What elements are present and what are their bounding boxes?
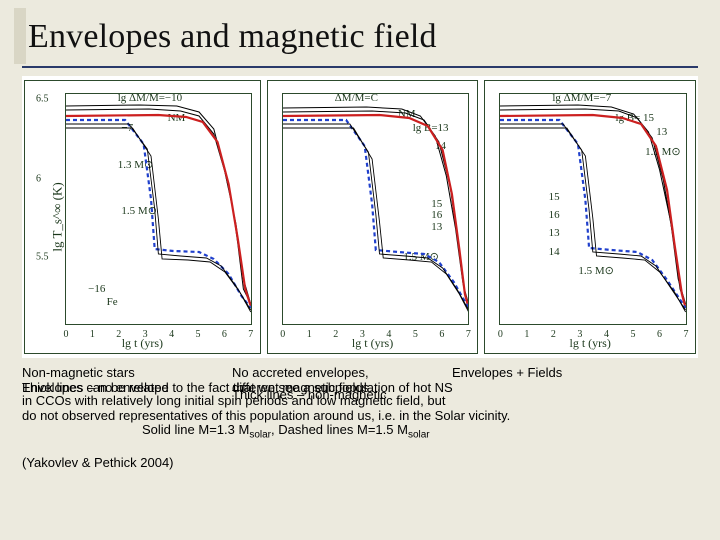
cap-col2-l1: No accreted envelopes, xyxy=(232,366,438,381)
cap-col3-l1: Envelopes + Fields xyxy=(452,366,562,381)
cooling-curve xyxy=(500,109,686,306)
y-tick: 5.5 xyxy=(36,252,49,263)
x-tick: 2 xyxy=(551,329,556,340)
x-tick: 4 xyxy=(169,329,174,340)
cooling-curve xyxy=(66,105,251,304)
cooling-curve xyxy=(283,107,469,304)
x-tick: 2 xyxy=(116,329,121,340)
cap-last: Solid line M=1.3 Msolar, Dashed lines M=… xyxy=(142,423,698,441)
x-tick: 3 xyxy=(143,329,148,340)
x-tick: 3 xyxy=(577,329,582,340)
plot-area: 01234567lg ΔM/M=−7lg B= 15131.3 M⊙151613… xyxy=(499,93,687,325)
title-bar: Envelopes and magnetic field xyxy=(22,12,698,68)
page-title: Envelopes and magnetic field xyxy=(28,18,698,56)
x-tick: 5 xyxy=(630,329,635,340)
chart-panel: lg T_s^∞ (K)lg t (yrs)6.565.501234567lg … xyxy=(24,80,261,354)
cooling-curve xyxy=(283,124,469,310)
x-tick: 4 xyxy=(386,329,391,340)
x-tick: 6 xyxy=(657,329,662,340)
cooling-curve xyxy=(66,115,251,306)
caption-block: Non-magnetic stars Thick lines – no enve… xyxy=(22,366,698,441)
cooling-curve xyxy=(66,128,251,312)
x-tick: 3 xyxy=(360,329,365,340)
y-tick: 6 xyxy=(36,174,41,185)
citation: (Yakovlev & Pethick 2004) xyxy=(22,455,698,470)
cap-col1-l1: Non-magnetic stars xyxy=(22,366,218,381)
x-tick: 7 xyxy=(466,329,471,340)
x-tick: 0 xyxy=(498,329,503,340)
cooling-curve xyxy=(500,120,686,308)
x-tick: 2 xyxy=(333,329,338,340)
cooling-curve xyxy=(500,105,686,304)
curve-set xyxy=(66,94,251,324)
plot-area: 6.565.501234567lg ΔM/M=−10−7NM1.3 M⊙1.5 … xyxy=(65,93,252,325)
cooling-curve xyxy=(500,115,686,308)
y-tick: 6.5 xyxy=(36,93,49,104)
x-tick: 6 xyxy=(222,329,227,340)
x-tick: 7 xyxy=(248,329,253,340)
cooling-curve xyxy=(66,120,251,308)
x-tick: 0 xyxy=(64,329,69,340)
chart-panel: lg t (yrs)01234567ΔM/M=CNMlg B=131415161… xyxy=(267,80,479,354)
y-axis-label: lg T_s^∞ (K) xyxy=(50,182,66,251)
curve-set xyxy=(283,94,469,324)
cap-mid3: do not observed representatives of this … xyxy=(22,409,698,424)
x-tick: 5 xyxy=(413,329,418,340)
x-tick: 1 xyxy=(307,329,312,340)
x-tick: 7 xyxy=(683,329,688,340)
x-tick: 1 xyxy=(524,329,529,340)
x-tick: 1 xyxy=(90,329,95,340)
slide: Envelopes and magnetic field lg T_s^∞ (K… xyxy=(0,0,720,540)
x-tick: 0 xyxy=(280,329,285,340)
chart-panel: lg t (yrs)01234567lg ΔM/M=−7lg B= 15131.… xyxy=(484,80,696,354)
x-tick: 5 xyxy=(195,329,200,340)
curve-set xyxy=(500,94,686,324)
cap-mid2: in CCOs with relatively long initial spi… xyxy=(22,394,698,409)
x-tick: 4 xyxy=(604,329,609,340)
plot-area: 01234567ΔM/M=CNMlg B=13141516131.5 M⊙ xyxy=(282,93,470,325)
x-tick: 6 xyxy=(439,329,444,340)
figure-row: lg T_s^∞ (K)lg t (yrs)6.565.501234567lg … xyxy=(22,76,698,358)
cooling-curve xyxy=(283,111,469,306)
cooling-curve xyxy=(66,109,251,304)
